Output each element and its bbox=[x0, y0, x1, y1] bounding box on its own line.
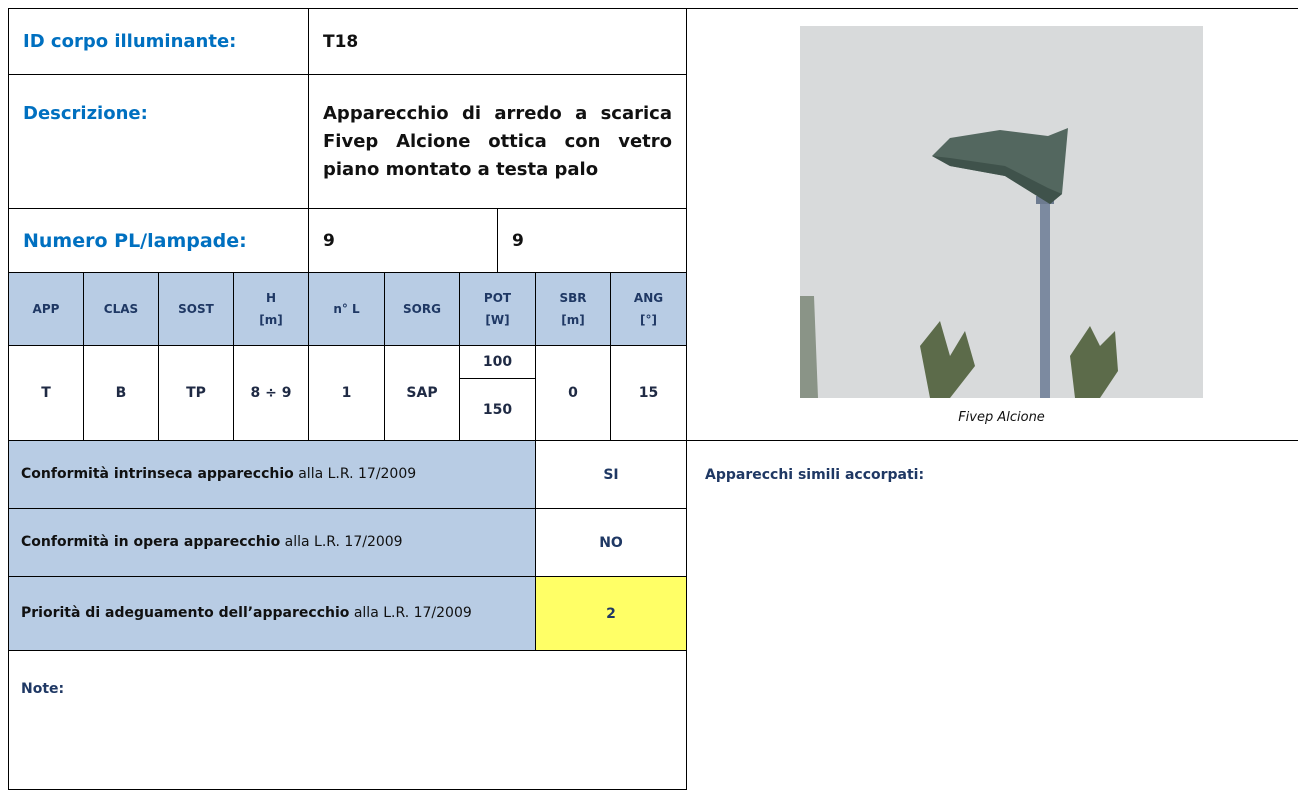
spec-value: B bbox=[83, 345, 159, 441]
spec-value: TP bbox=[158, 345, 234, 441]
photo bbox=[800, 26, 1203, 398]
spec-value: 0 bbox=[535, 345, 611, 441]
spec-header: POT [W] bbox=[459, 272, 536, 346]
spec-value: T bbox=[8, 345, 84, 441]
spec-header: SORG bbox=[384, 272, 460, 346]
conformity-label: Conformità in opera apparecchio alla L.R… bbox=[8, 508, 536, 577]
photo-caption: Fivep Alcione bbox=[958, 410, 1045, 425]
spec-header: ANG [°] bbox=[610, 272, 687, 346]
count-label: Numero PL/lampade: bbox=[8, 208, 309, 273]
conformity-value: 2 bbox=[535, 576, 687, 651]
spec-value: 1 bbox=[308, 345, 385, 441]
conformity-value: NO bbox=[535, 508, 687, 577]
conformity-label: Conformità intrinseca apparecchio alla L… bbox=[8, 440, 536, 509]
spec-header: CLAS bbox=[83, 272, 159, 346]
id-value: T18 bbox=[308, 8, 687, 75]
label-rest: alla L.R. 17/2009 bbox=[280, 534, 403, 550]
conformity-value: SI bbox=[535, 440, 687, 509]
note-label: Note: bbox=[8, 650, 687, 790]
description-label: Descrizione: bbox=[8, 74, 309, 209]
count-lamps: 9 bbox=[497, 208, 687, 273]
spec-value: 8 ÷ 9 bbox=[233, 345, 309, 441]
description: Apparecchio di arredo a scarica Fivep Al… bbox=[308, 74, 687, 209]
label-bold: Conformità in opera apparecchio bbox=[21, 534, 281, 550]
label-bold: Conformità intrinseca apparecchio bbox=[21, 466, 294, 482]
spec-header: H [m] bbox=[233, 272, 309, 346]
label-bold: Priorità di adeguamento dell’apparecchio bbox=[21, 605, 350, 621]
spec-value: 100 bbox=[459, 345, 536, 379]
spec-value: 150 bbox=[459, 378, 536, 441]
spec-header: n° L bbox=[308, 272, 385, 346]
spec-value: SAP bbox=[384, 345, 460, 441]
rule bbox=[686, 8, 1298, 9]
spec-header: APP bbox=[8, 272, 84, 346]
id-label: ID corpo illuminante: bbox=[8, 8, 309, 75]
conformity-label: Priorità di adeguamento dell’apparecchio… bbox=[8, 576, 536, 651]
label-rest: alla L.R. 17/2009 bbox=[349, 605, 472, 621]
spec-header: SOST bbox=[158, 272, 234, 346]
spec-header: SBR [m] bbox=[535, 272, 611, 346]
count-pl: 9 bbox=[308, 208, 498, 273]
similar-label: Apparecchi simili accorpati: bbox=[705, 467, 925, 483]
label-rest: alla L.R. 17/2009 bbox=[293, 466, 417, 482]
rule bbox=[686, 440, 1298, 441]
spec-value: 15 bbox=[610, 345, 687, 441]
